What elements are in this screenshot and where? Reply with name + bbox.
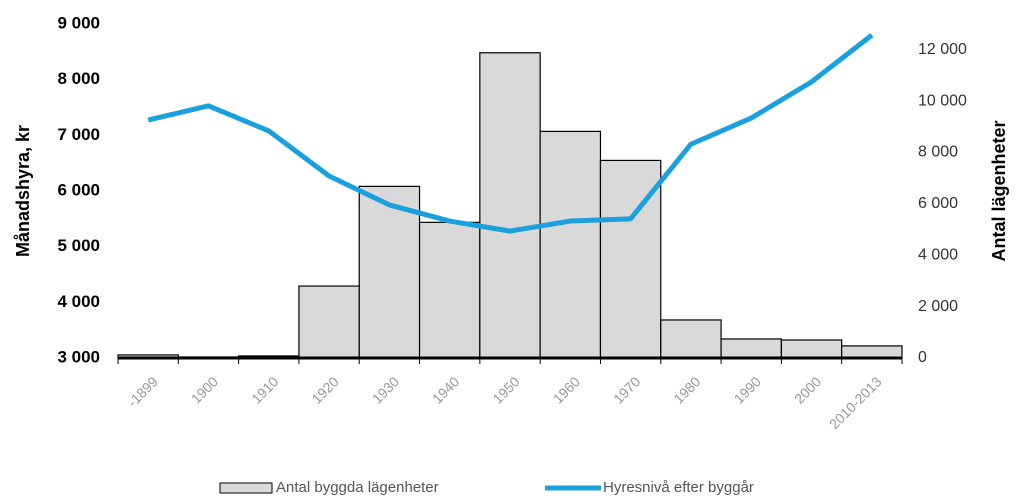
y-axis-label: Månadshyra, kr (13, 125, 33, 257)
legend-label: Hyresnivå efter byggår (603, 479, 754, 496)
y2-tick-label: 8 000 (918, 144, 958, 161)
y2-axis-label: Antal lägenheter (989, 120, 1009, 261)
x-tick-label: 2000 (791, 373, 824, 406)
x-tick-label: 1920 (308, 373, 341, 406)
y2-tick-label: 2 000 (918, 298, 958, 315)
x-tick-label: -1899 (124, 373, 161, 410)
bar (720, 338, 782, 359)
bar (660, 319, 722, 359)
y-tick-label: 5 000 (57, 236, 100, 255)
y-tick-label: 9 000 (57, 13, 100, 32)
legend-label: Antal byggda lägenheter (276, 479, 439, 496)
y-tick-label: 8 000 (57, 69, 100, 88)
x-tick-label: 1940 (429, 373, 462, 406)
x-tick-label: 1990 (731, 373, 764, 406)
y-tick-label: 7 000 (57, 125, 100, 144)
bar (298, 285, 360, 359)
legend-swatch (219, 482, 273, 494)
x-tick-label: 1960 (550, 373, 583, 406)
x-tick-label: 1900 (188, 373, 221, 406)
y2-tick-label: 12 000 (918, 41, 967, 58)
x-tick-label: 2010-2013 (826, 373, 885, 432)
y2-tick-label: 4 000 (918, 246, 958, 263)
line (147, 33, 874, 234)
bar (841, 345, 903, 359)
x-tick-label: 1930 (369, 373, 402, 406)
bar (418, 221, 481, 359)
y-tick-label: 3 000 (57, 347, 100, 366)
y2-tick-label: 0 (918, 349, 927, 366)
x-tick-label: 1910 (248, 373, 281, 406)
bar (539, 130, 602, 359)
x-tick-label: 1950 (489, 373, 522, 406)
bar (358, 185, 421, 359)
y2-tick-label: 10 000 (918, 92, 967, 109)
y2-tick-label: 6 000 (918, 195, 958, 212)
x-tick-label: 1970 (610, 373, 643, 406)
y-tick-label: 4 000 (57, 292, 100, 311)
bar (780, 339, 843, 359)
x-tick-label: 1980 (670, 373, 703, 406)
y-tick-label: 6 000 (57, 180, 100, 199)
bar (479, 52, 541, 359)
